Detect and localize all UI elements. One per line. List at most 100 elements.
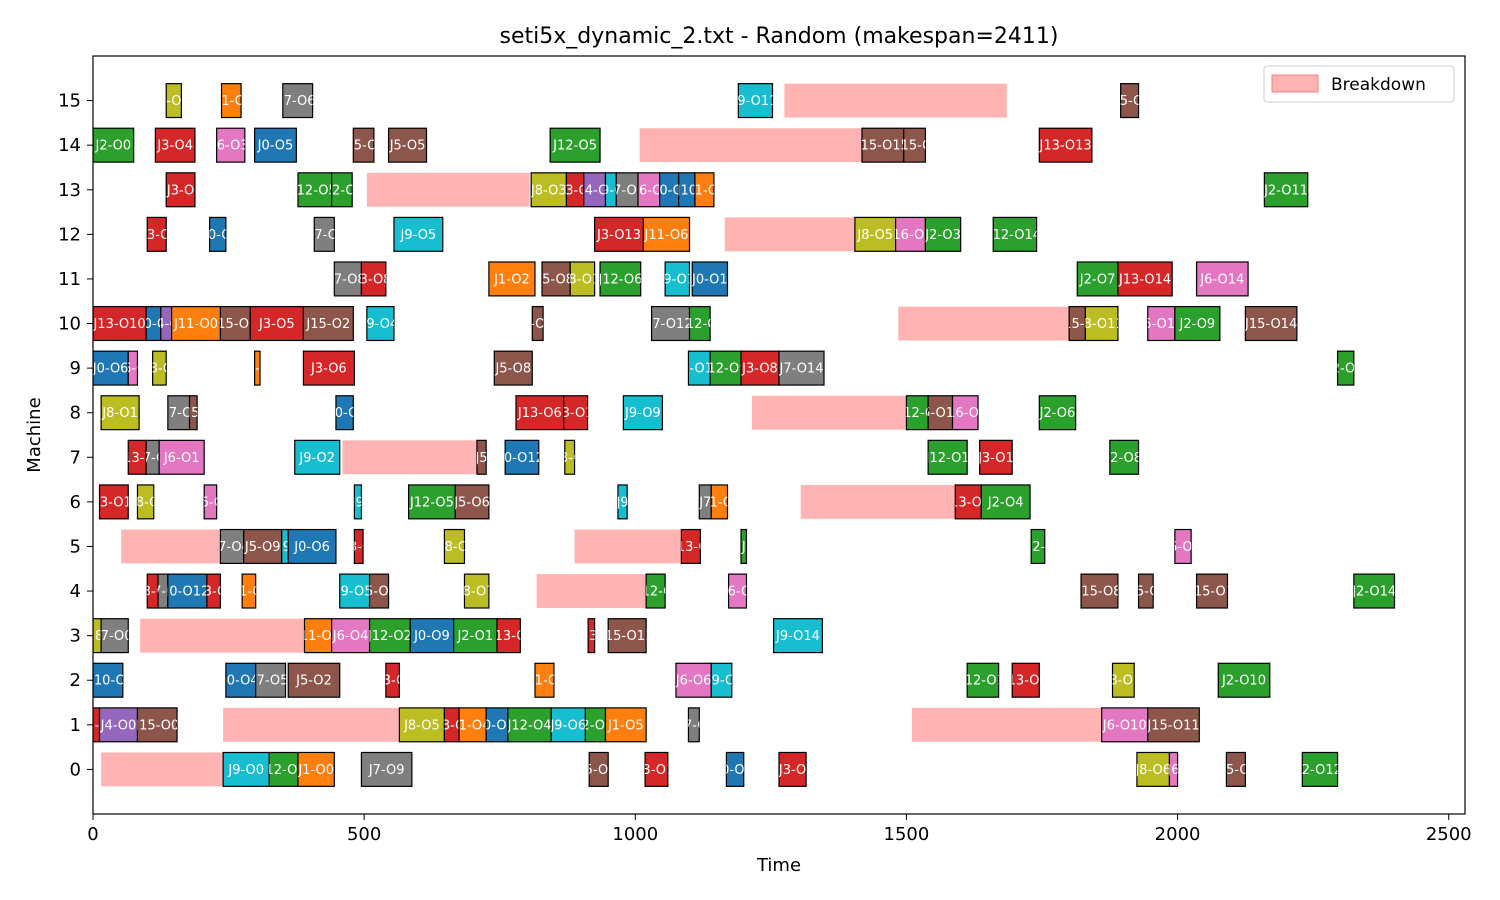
task-bar xyxy=(476,439,487,475)
task-label: J5-O xyxy=(349,139,377,154)
task-bar xyxy=(154,127,196,163)
task-label: J7-O5 xyxy=(252,674,289,689)
task-label: J8-O xyxy=(440,540,468,555)
task-bar xyxy=(531,305,544,342)
task-label: J3-O xyxy=(142,228,170,243)
task-label: J2-O9 xyxy=(1179,317,1216,332)
task-bar xyxy=(1353,573,1396,609)
task-bar xyxy=(331,618,371,654)
task-label: J5-O xyxy=(1131,585,1159,600)
task-label: J2-O xyxy=(327,183,355,198)
task-bar xyxy=(165,83,182,119)
y-tick-label: 0 xyxy=(70,759,81,780)
task-bar xyxy=(303,618,333,654)
task-bar xyxy=(254,127,297,163)
task-bar xyxy=(534,662,555,698)
task-label: J0-O9 xyxy=(413,629,450,644)
x-axis: 0 500 1000 1500 2000 2500 xyxy=(87,814,1472,845)
task-label: J3-O13 xyxy=(596,228,641,243)
breakdown-bar xyxy=(223,707,400,742)
task-label: J3-O1 xyxy=(557,406,594,421)
task-bar xyxy=(1111,662,1135,698)
task-label: J6-O1 xyxy=(1164,540,1201,555)
task-label: J9-O4 xyxy=(362,317,399,332)
task-label: J0-O1 xyxy=(716,763,753,778)
task-label: J5-O6 xyxy=(453,495,490,510)
task-bar xyxy=(1109,439,1140,475)
task-label: J0-O1 xyxy=(478,718,515,733)
task-bar xyxy=(171,305,222,342)
task-label: J3-O xyxy=(378,674,406,689)
task-bar xyxy=(1084,305,1119,342)
task-bar xyxy=(146,216,167,252)
task-bar xyxy=(644,751,669,787)
task-bar xyxy=(1011,662,1040,698)
task-bar xyxy=(443,528,466,565)
task-label: J5-O4 xyxy=(360,585,397,600)
task-label: J12-O xyxy=(637,585,674,600)
task-label: J3-O xyxy=(560,183,588,198)
task-bar xyxy=(737,83,774,119)
task-label: J15-O xyxy=(1058,317,1095,332)
task-label: J7-O4 xyxy=(213,540,250,555)
task-label: J6-O10 xyxy=(1102,718,1147,733)
task-bar xyxy=(158,439,205,475)
task-label: J1-O xyxy=(234,585,262,600)
task-bar xyxy=(709,350,742,386)
task-bar xyxy=(225,662,257,698)
task-bar xyxy=(268,751,299,787)
x-tick-label: 500 xyxy=(347,824,381,845)
task-label: J5-O8 xyxy=(537,272,574,287)
task-bar xyxy=(222,751,270,787)
task-bar xyxy=(645,573,666,609)
task-label: J xyxy=(741,540,746,555)
task-bar xyxy=(93,127,135,163)
task-label: J9 xyxy=(615,495,628,510)
task-label: J3-O8 xyxy=(355,272,392,287)
task-label: J2-O7 xyxy=(1079,272,1116,287)
task-bar xyxy=(297,172,333,208)
task-label: J7-O9 xyxy=(368,763,405,778)
task-bar xyxy=(594,216,645,252)
task-label: J13-O1 xyxy=(1003,674,1048,689)
task-bar xyxy=(360,261,387,297)
task-label: J12-O xyxy=(898,406,935,421)
y-tick-label: 3 xyxy=(70,626,81,647)
task-bar xyxy=(680,528,701,565)
legend-swatch-breakdown xyxy=(1271,74,1319,93)
task-label: J2-O11 xyxy=(1263,183,1308,198)
task-bar xyxy=(617,484,628,520)
task-label: J2-O1 xyxy=(456,629,493,644)
task-bar xyxy=(927,395,954,431)
task-label: J13-O xyxy=(672,540,709,555)
task-bar xyxy=(249,305,305,342)
task-bar xyxy=(93,662,124,698)
chart-title: seti5x_dynamic_2.txt - Random (makespan=… xyxy=(500,24,1059,49)
task-bar xyxy=(927,439,968,475)
task-label: J5 xyxy=(186,406,199,421)
task-label: J1-O5 xyxy=(607,718,644,733)
task-label: J9-O11 xyxy=(732,94,777,109)
task-label: J0-O xyxy=(330,406,358,421)
task-bar xyxy=(1263,172,1309,208)
task-bar xyxy=(564,439,576,475)
task-label: J15-O0 xyxy=(134,718,179,733)
task-bar xyxy=(563,395,589,431)
task-bar xyxy=(550,707,587,743)
task-label: J6-O xyxy=(118,362,146,377)
task-label: J8-O6 xyxy=(1134,763,1171,778)
task-label: J9-O xyxy=(707,674,735,689)
task-label: J0-O12 xyxy=(499,451,544,466)
task-label: J4-O xyxy=(152,317,180,332)
x-tick-label: 2000 xyxy=(1155,824,1201,845)
task-bar xyxy=(1217,662,1271,698)
task-bar xyxy=(688,305,711,342)
task-label: J4-O xyxy=(580,183,608,198)
task-bar xyxy=(335,395,354,431)
y-tick-label: 14 xyxy=(58,135,81,156)
task-label: J16-O3 xyxy=(888,228,933,243)
task-bar xyxy=(454,484,490,520)
task-label: J2-O1 xyxy=(1327,362,1364,377)
task-label: J2-O4 xyxy=(987,495,1024,510)
